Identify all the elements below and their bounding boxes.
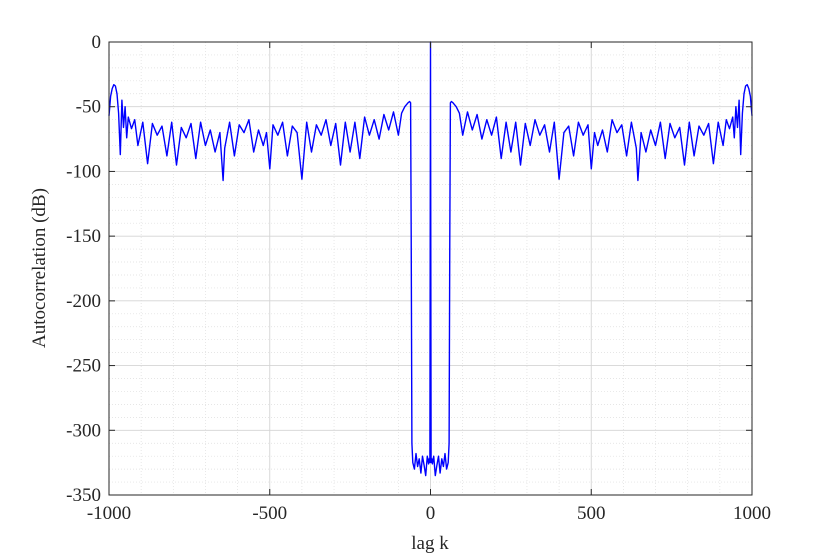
y-tick-label: -50 xyxy=(76,97,101,118)
tick-marks xyxy=(108,41,753,496)
y-axis-title: Autocorrelation (dB) xyxy=(29,188,50,348)
y-tick-label: -350 xyxy=(66,485,101,506)
y-tick-label: -250 xyxy=(66,356,101,377)
y-tick-label: -100 xyxy=(66,161,101,182)
x-tick-labels: -1000 -500 0 500 1000 xyxy=(87,503,771,524)
x-axis-title: lag k xyxy=(411,533,449,554)
y-tick-labels: 0 -50 -100 -150 -200 -250 -300 -350 xyxy=(66,32,101,506)
y-tick-label: -150 xyxy=(66,226,101,247)
x-tick-label: 0 xyxy=(426,503,436,524)
y-tick-label: 0 xyxy=(92,32,102,53)
x-tick-label: -500 xyxy=(252,503,287,524)
x-tick-label: -1000 xyxy=(87,503,131,524)
x-tick-label: 500 xyxy=(577,503,606,524)
x-tick-label: 1000 xyxy=(733,503,771,524)
y-tick-label: -300 xyxy=(66,420,101,441)
y-tick-label: -200 xyxy=(66,291,101,312)
